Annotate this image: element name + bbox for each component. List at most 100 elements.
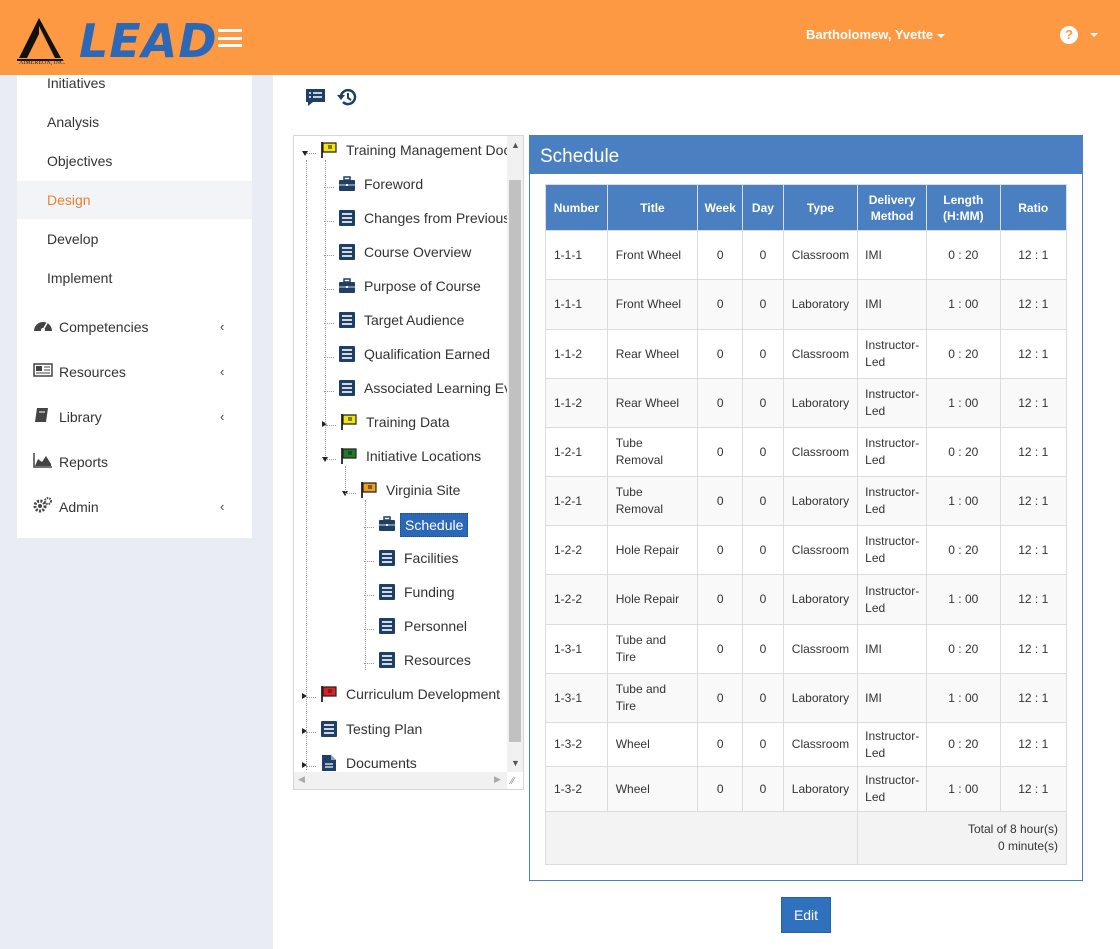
collapse-toggle-icon[interactable] bbox=[302, 151, 308, 156]
table-row[interactable]: 1-2-2 Hole Repair 0 0 Laboratory Instructor-L… bbox=[545, 574, 1068, 625]
cell-type: Laboratory bbox=[782, 574, 859, 625]
cell-week: 0 bbox=[697, 525, 744, 575]
cell-ratio: 12 : 1 bbox=[999, 766, 1068, 812]
sidebar-item-implement[interactable]: Implement bbox=[47, 270, 113, 286]
help-icon[interactable]: ? bbox=[1060, 26, 1078, 44]
cell-week: 0 bbox=[697, 329, 744, 379]
tree-connector bbox=[324, 255, 334, 256]
tree-connector bbox=[365, 500, 366, 670]
document-list-icon bbox=[378, 549, 396, 567]
col-header-delivery-method[interactable]: Delivery Method bbox=[857, 184, 928, 231]
cell-number: 1-3-1 bbox=[545, 624, 608, 674]
sidebar-item-reports[interactable]: Reports bbox=[17, 441, 252, 481]
comment-list-icon[interactable] bbox=[305, 88, 326, 107]
col-header-number[interactable]: Number bbox=[545, 184, 608, 231]
scroll-up-icon[interactable]: ▲ bbox=[511, 140, 520, 150]
sidebar-item-initiatives[interactable]: Initiatives bbox=[47, 75, 106, 91]
cell-type: Laboratory bbox=[782, 378, 859, 428]
table-row[interactable]: 1-3-2 Wheel 0 0 Laboratory Instructor-Led 1 : … bbox=[545, 766, 1068, 812]
col-header-week[interactable]: Week bbox=[697, 184, 744, 231]
scroll-right-icon[interactable]: ▶ bbox=[494, 774, 501, 784]
tree-node-label: Facilities bbox=[404, 550, 459, 566]
cell-delivery-method: Instructor-Led bbox=[857, 378, 928, 428]
cell-number: 1-1-1 bbox=[545, 279, 608, 330]
col-header-type[interactable]: Type bbox=[782, 184, 859, 231]
table-row[interactable]: 1-1-2 Rear Wheel 0 0 Classroom Instructor-Led… bbox=[545, 329, 1068, 379]
sidebar-item-develop[interactable]: Develop bbox=[47, 231, 99, 247]
cell-number: 1-2-1 bbox=[545, 427, 608, 477]
menu-toggle-icon[interactable] bbox=[218, 29, 242, 47]
panel-title: Schedule bbox=[540, 146, 620, 167]
table-row[interactable]: 1-2-1 Tube Removal 0 0 Laboratory Instructor-… bbox=[545, 476, 1068, 526]
collapse-toggle-icon[interactable] bbox=[322, 457, 328, 462]
sidebar-item-admin[interactable]: Admin ‹ bbox=[17, 486, 252, 526]
cell-length: 1 : 00 bbox=[926, 574, 1001, 625]
cell-title: Wheel bbox=[606, 722, 699, 767]
table-row[interactable]: 1-3-1 Tube and Tire 0 0 Laboratory IMI 1 : 00 1… bbox=[545, 673, 1068, 723]
cell-day: 0 bbox=[742, 279, 784, 330]
cell-ratio: 12 : 1 bbox=[999, 279, 1068, 330]
cell-day: 0 bbox=[742, 722, 784, 767]
cell-length: 1 : 00 bbox=[926, 378, 1001, 428]
expand-toggle-icon[interactable] bbox=[302, 693, 307, 699]
cell-length: 1 : 00 bbox=[926, 673, 1001, 723]
user-menu[interactable]: Bartholomew, Yvette bbox=[806, 27, 946, 42]
cell-week: 0 bbox=[697, 427, 744, 477]
sidebar-item-objectives[interactable]: Objectives bbox=[47, 153, 113, 169]
help-caret-icon[interactable] bbox=[1090, 33, 1098, 37]
table-row[interactable]: 1-2-1 Tube Removal 0 0 Classroom Instructor-L… bbox=[545, 427, 1068, 477]
aimereon-a-logo-icon bbox=[17, 18, 63, 61]
tree-node-label: Course Overview bbox=[364, 244, 472, 260]
sidebar-item-competencies[interactable]: Competencies ‹ bbox=[17, 306, 252, 346]
lead-logo[interactable]: LEAD AIMEREON, INC. bbox=[17, 14, 217, 70]
briefcase-icon bbox=[338, 277, 356, 295]
document-list-icon bbox=[378, 583, 396, 601]
tree-node-label: Target Audience bbox=[364, 312, 465, 328]
sidebar-item-design[interactable]: Design bbox=[17, 181, 252, 219]
tree-node-label: Schedule bbox=[400, 513, 469, 537]
expand-toggle-icon[interactable] bbox=[302, 728, 307, 734]
cell-title: Hole Repair bbox=[606, 525, 699, 575]
total-spacer bbox=[544, 811, 859, 865]
cell-title: Front Wheel bbox=[606, 279, 699, 330]
cell-week: 0 bbox=[697, 378, 744, 428]
edit-button[interactable]: Edit bbox=[781, 897, 831, 933]
tree-connector bbox=[324, 289, 334, 290]
col-header-ratio[interactable]: Ratio bbox=[999, 184, 1068, 231]
resize-grip-icon[interactable]: ∕∕ bbox=[511, 776, 515, 787]
table-row[interactable]: 1-2-2 Hole Repair 0 0 Classroom Instructor-Le… bbox=[545, 525, 1068, 575]
history-icon[interactable] bbox=[337, 87, 359, 108]
table-row[interactable]: 1-3-2 Wheel 0 0 Classroom Instructor-Led 0 : 2… bbox=[545, 722, 1068, 767]
col-header-length[interactable]: Length (H:MM) bbox=[926, 184, 1001, 231]
tree-connector bbox=[306, 160, 307, 770]
sidebar-item-analysis[interactable]: Analysis bbox=[47, 114, 100, 130]
cell-type: Laboratory bbox=[782, 673, 859, 723]
col-header-day[interactable]: Day bbox=[742, 184, 784, 231]
cell-ratio: 12 : 1 bbox=[999, 624, 1068, 674]
tree-connector bbox=[345, 466, 346, 496]
cell-number: 1-1-2 bbox=[545, 329, 608, 379]
tree-connector bbox=[326, 425, 336, 426]
expand-toggle-icon[interactable] bbox=[302, 762, 307, 768]
expand-toggle-icon[interactable] bbox=[322, 421, 327, 427]
table-row[interactable]: 1-1-2 Rear Wheel 0 0 Laboratory Instructor-Le… bbox=[545, 378, 1068, 428]
table-row[interactable]: 1-3-1 Tube and Tire 0 0 Classroom IMI 0 : 20 12… bbox=[545, 624, 1068, 674]
cell-ratio: 12 : 1 bbox=[999, 476, 1068, 526]
table-row[interactable]: 1-1-1 Front Wheel 0 0 Laboratory IMI 1 : 00 12 … bbox=[545, 279, 1068, 330]
scroll-left-icon[interactable]: ◀ bbox=[298, 774, 305, 784]
cell-delivery-method: Instructor-Led bbox=[857, 574, 928, 625]
gears-icon bbox=[33, 497, 52, 513]
book-icon bbox=[35, 408, 48, 422]
tree-connector bbox=[324, 221, 334, 222]
sidebar-item-resources[interactable]: Resources ‹ bbox=[17, 351, 252, 391]
scroll-down-icon[interactable]: ▼ bbox=[511, 758, 520, 768]
sidebar-item-library[interactable]: Library ‹ bbox=[17, 396, 252, 436]
tree-scrollbar-thumb[interactable] bbox=[509, 180, 521, 742]
cell-week: 0 bbox=[697, 624, 744, 674]
cell-ratio: 12 : 1 bbox=[999, 673, 1068, 723]
col-header-title[interactable]: Title bbox=[606, 184, 699, 231]
tree-horizontal-scrollbar[interactable] bbox=[294, 772, 507, 789]
table-row[interactable]: 1-1-1 Front Wheel 0 0 Classroom IMI 0 : 20 12 :… bbox=[545, 230, 1068, 280]
area-chart-icon bbox=[33, 453, 52, 468]
